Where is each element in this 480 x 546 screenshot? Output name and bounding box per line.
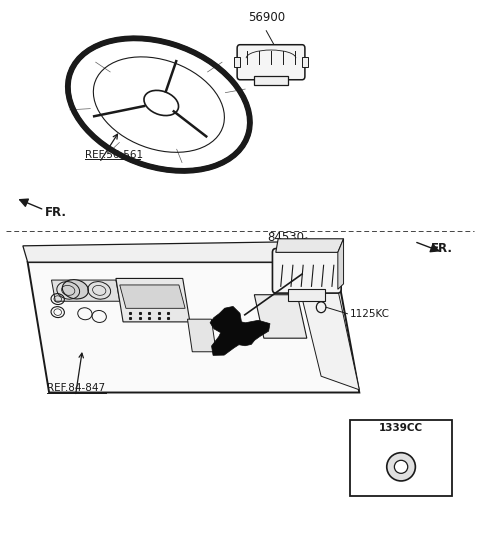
Text: REF.84-847: REF.84-847 (47, 383, 105, 393)
Polygon shape (188, 319, 216, 352)
FancyBboxPatch shape (237, 45, 305, 80)
FancyBboxPatch shape (273, 248, 341, 293)
Text: 1339CC: 1339CC (379, 423, 423, 433)
Polygon shape (210, 306, 270, 355)
Text: FR.: FR. (45, 206, 67, 218)
Text: 84530: 84530 (267, 231, 304, 244)
Polygon shape (51, 280, 120, 301)
Text: 56900: 56900 (248, 11, 285, 24)
Bar (254, 76, 288, 86)
Polygon shape (276, 239, 344, 252)
Text: FR.: FR. (431, 241, 453, 254)
Text: REF.56-561: REF.56-561 (85, 150, 143, 159)
Ellipse shape (395, 460, 408, 473)
Bar (350, 420, 452, 496)
Polygon shape (297, 278, 360, 390)
Bar (288, 289, 325, 301)
Bar (234, 57, 240, 67)
Polygon shape (254, 295, 307, 338)
Ellipse shape (93, 57, 224, 152)
Bar (302, 57, 308, 67)
Polygon shape (116, 278, 190, 322)
Polygon shape (120, 285, 185, 308)
Ellipse shape (387, 453, 415, 481)
Polygon shape (23, 241, 336, 262)
Text: 1125KC: 1125KC (350, 308, 390, 319)
Polygon shape (338, 239, 344, 289)
Polygon shape (28, 262, 360, 393)
Ellipse shape (62, 280, 88, 299)
